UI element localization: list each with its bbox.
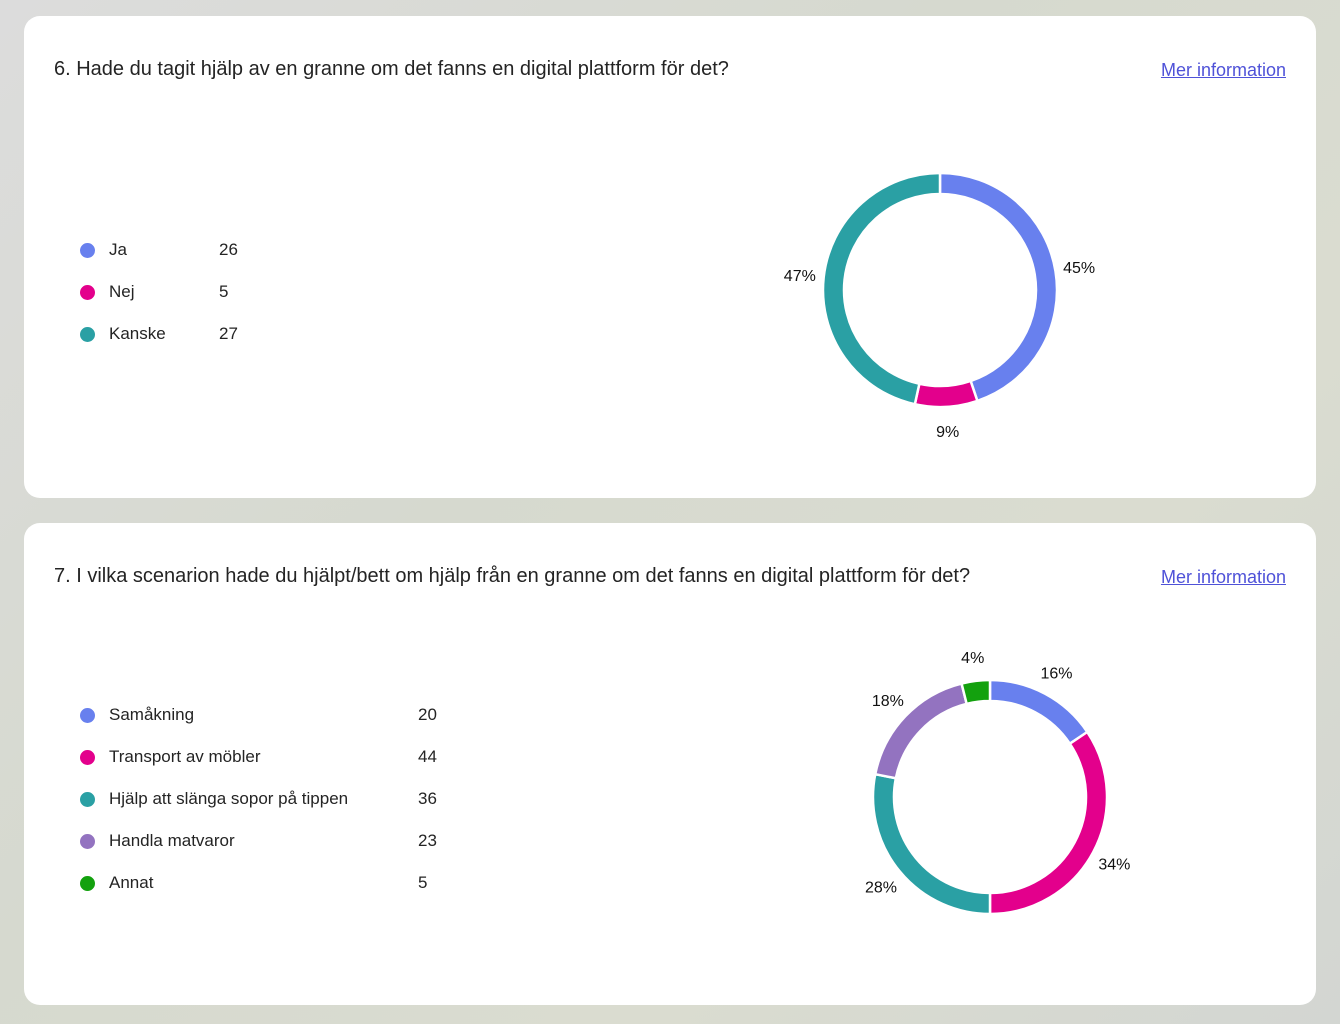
legend-count: 5 [219,282,229,301]
donut-slice[interactable] [988,678,1090,746]
legend-label: Handla matvaror [109,831,235,850]
legend-item: Samåkning 20 [80,694,500,736]
legend-color-dot [80,707,95,723]
question-card-6: 6. Hade du tagit hjälp av en granne om d… [24,16,1316,498]
legend-count: 27 [219,324,238,343]
legend-item: Nej 5 [80,271,500,313]
more-information-link[interactable]: Mer information [1160,60,1286,80]
donut-slice[interactable] [938,171,1059,403]
legend-label: Hjälp att slänga sopor på tippen [109,789,349,808]
legend-item: Handla matvaror 23 [80,820,500,862]
legend-item: Hjälp att slänga sopor på tippen 36 [80,778,500,820]
legend-color-dot [80,791,95,807]
legend-count: 20 [418,705,437,724]
legend-count: 36 [418,789,437,808]
more-information-link[interactable]: Mer information [1160,567,1286,587]
percent-label: 9% [936,424,959,441]
legend-count: 26 [219,240,238,259]
donut-chart: 16% 34% 28% 18% 4% [865,650,1130,916]
donut-slice[interactable] [988,730,1109,916]
donut-slice[interactable] [821,171,942,406]
percent-label: 16% [1040,666,1072,683]
legend: Samåkning 20 Transport av möbler 44 Hjälp at… [80,694,500,904]
legend-color-dot [80,833,95,849]
legend-count: 5 [418,873,428,892]
question-title: 7. I vilka scenarion hade du hjälpt/bett… [54,565,971,587]
percent-label: 47% [784,268,816,285]
legend-count: 44 [418,747,437,766]
legend-label: Transport av möbler [109,747,261,766]
legend-label: Nej [109,282,135,301]
legend-color-dot [80,284,95,300]
percent-label: 28% [865,879,897,896]
donut-slice[interactable] [913,379,979,409]
legend-item: Transport av möbler 44 [80,736,500,778]
question-title: 6. Hade du tagit hjälp av en granne om d… [54,58,729,80]
legend-label: Kanske [109,324,166,343]
legend-label: Annat [109,873,154,892]
legend: Ja 26 Nej 5 Kanske 27 [80,229,500,355]
donut-chart: 45% 9% 47% [784,171,1095,441]
percent-label: 45% [1063,260,1095,277]
legend-item: Annat 5 [80,862,500,904]
legend-label: Samåkning [109,705,195,724]
legend-item: Ja 26 [80,229,500,271]
percent-label: 34% [1098,856,1130,873]
percent-label: 18% [872,693,904,710]
percent-label: 4% [961,650,984,667]
question-card-7: 7. I vilka scenarion hade du hjälpt/bett… [24,523,1316,1005]
legend-color-dot [80,875,95,891]
legend-color-dot [80,242,95,258]
legend-color-dot [80,326,95,342]
donut-slice[interactable] [960,678,992,706]
legend-count: 23 [418,831,437,850]
legend-color-dot [80,749,95,765]
legend-label: Ja [109,240,127,259]
legend-item: Kanske 27 [80,313,500,355]
